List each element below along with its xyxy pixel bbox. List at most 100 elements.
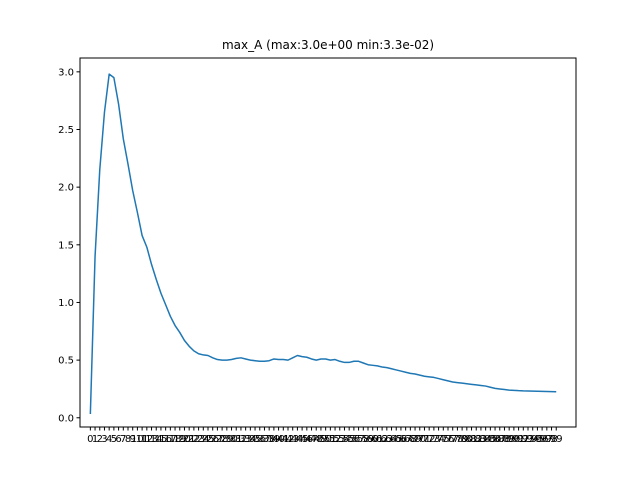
x-tick-label: 63 [380,434,393,445]
x-tick-label: 45 [296,434,309,445]
x-tick-label: 48 [310,434,323,445]
x-tick-label: 79 [456,434,469,445]
x-tick-label: 76 [442,434,455,445]
x-tick-label: 96 [536,434,549,445]
y-tick-label: 2.0 [58,183,74,194]
x-tick-label: 52 [329,434,342,445]
x-tick-label: 78 [451,434,464,445]
x-tick-label: 46 [300,434,313,445]
x-tick-label: 81 [465,434,478,445]
y-axis: 0.0 0.5 1.0 1.5 2.0 2.5 3.0 [58,67,80,424]
x-tick-label: 41 [277,434,290,445]
x-tick-label: 20 [178,434,191,445]
x-tick-label: 39 [268,434,281,445]
plot-frame [79,57,577,428]
x-tick-label: 34 [244,434,257,445]
x-tick-label: 98 [545,434,558,445]
x-tick-label: 25 [202,434,215,445]
x-tick-label: 89 [503,434,516,445]
x-tick-label: 68 [404,434,417,445]
x-tick-label: 49 [315,434,328,445]
x-axis: 0123456789101112131415161718192021222324… [87,427,563,445]
x-tick-label: 58 [357,434,370,445]
x-tick-label: 85 [484,434,497,445]
x-tick-label: 95 [531,434,544,445]
plot-area [89,73,557,414]
x-tick-label: 31 [230,434,243,445]
x-tick-label: 44 [291,434,304,445]
x-tick-label: 55 [343,434,356,445]
x-tick-label: 73 [428,434,441,445]
y-tick-label: 1.0 [58,298,74,309]
x-tick-label: 92 [517,434,530,445]
x-tick-label: 36 [253,434,266,445]
x-tick-label: 99 [550,434,563,445]
x-tick-label: 10 [131,434,144,445]
x-tick-label: 27 [211,434,224,445]
x-tick-label: 61 [371,434,384,445]
x-tick-label: 1 [92,434,98,445]
x-tick-label: 97 [540,434,553,445]
x-tick-label: 69 [409,434,422,445]
x-tick-label: 43 [286,434,299,445]
series-line-0 [89,73,557,414]
x-tick-label: 33 [239,434,252,445]
x-tick-label: 9 [130,434,136,445]
x-tick-label: 54 [338,434,351,445]
x-tick-label: 51 [324,434,337,445]
chart-title: max_A (max:3.0e+00 min:3.3e-02) [222,38,434,52]
x-tick-label: 37 [258,434,271,445]
x-tick-label: 62 [376,434,389,445]
x-tick-label: 6 [115,434,121,445]
y-tick-label: 3.0 [58,67,74,78]
x-tick-label: 65 [390,434,403,445]
y-tick-label: 1.5 [58,240,74,251]
x-tick-label: 93 [522,434,535,445]
x-tick-label: 80 [460,434,473,445]
x-tick-label: 56 [348,434,361,445]
x-tick-label: 32 [235,434,248,445]
y-tick-label: 0.0 [58,413,74,424]
x-tick-label: 50 [319,434,332,445]
x-tick-label: 59 [362,434,375,445]
x-tick-label: 14 [150,434,163,445]
x-tick-label: 5 [111,434,117,445]
x-tick-label: 86 [489,434,502,445]
x-tick-label: 26 [206,434,219,445]
x-tick-label: 70 [413,434,426,445]
x-tick-label: 7 [120,434,126,445]
x-tick-label: 4 [106,434,112,445]
x-tick-label: 94 [526,434,539,445]
x-tick-label: 66 [395,434,408,445]
x-tick-label: 77 [446,434,459,445]
x-tick-label: 12 [140,434,153,445]
x-tick-label: 0 [87,434,93,445]
x-tick-label: 84 [479,434,492,445]
x-tick-label: 87 [493,434,506,445]
x-tick-label: 38 [263,434,276,445]
x-tick-label: 19 [173,434,186,445]
x-tick-label: 67 [399,434,412,445]
x-tick-label: 13 [145,434,158,445]
y-tick-label: 2.5 [58,125,74,136]
x-tick-label: 35 [249,434,262,445]
x-tick-label: 53 [333,434,346,445]
x-tick-label: 3 [101,434,107,445]
x-tick-label: 40 [272,434,285,445]
x-tick-label: 60 [366,434,379,445]
x-tick-label: 75 [437,434,450,445]
x-tick-label: 18 [169,434,182,445]
x-tick-label: 17 [164,434,177,445]
x-tick-label: 74 [432,434,445,445]
x-tick-label: 24 [197,434,210,445]
x-tick-label: 11 [136,434,149,445]
x-tick-label: 82 [470,434,483,445]
x-tick-label: 30 [225,434,238,445]
x-tick-label: 22 [188,434,201,445]
x-tick-label: 90 [508,434,521,445]
x-tick-label: 71 [418,434,431,445]
y-tick-label: 0.5 [58,356,74,367]
x-tick-label: 42 [282,434,295,445]
x-tick-label: 29 [220,434,233,445]
